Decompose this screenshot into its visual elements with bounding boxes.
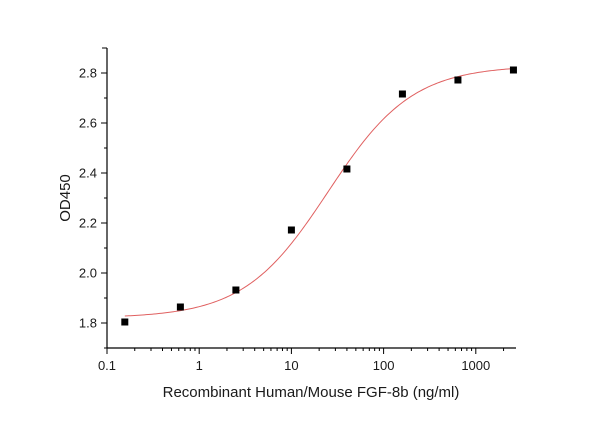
- y-axis-label: OD450: [57, 174, 74, 222]
- data-point: [343, 165, 351, 173]
- data-point: [454, 76, 462, 84]
- x-tick-label: 1: [196, 358, 203, 373]
- x-axis-label: Recombinant Human/Mouse FGF-8b (ng/ml): [163, 384, 460, 401]
- data-point: [232, 286, 240, 294]
- data-point: [398, 90, 406, 98]
- data-point: [287, 226, 295, 234]
- y-tick-label: 2.2: [79, 216, 97, 231]
- y-tick-label: 2.6: [79, 116, 97, 131]
- x-tick-label: 0.1: [98, 358, 116, 373]
- x-tick-label: 1000: [461, 358, 490, 373]
- y-tick-label: 2.4: [79, 166, 97, 181]
- data-point: [176, 303, 184, 311]
- x-tick-label: 10: [284, 358, 298, 373]
- y-tick-label: 2.8: [79, 66, 97, 81]
- data-points: [121, 66, 517, 326]
- fit-curve: [124, 68, 514, 317]
- axes: 1.8 2.0 2.2 2.4 2.6 2.8 0.1 1 10 100 1000: [79, 47, 516, 373]
- y-tick-label: 2.0: [79, 266, 97, 281]
- data-point: [121, 318, 129, 326]
- y-tick-label: 1.8: [79, 316, 97, 331]
- x-tick-label: 100: [373, 358, 395, 373]
- data-point: [509, 66, 517, 74]
